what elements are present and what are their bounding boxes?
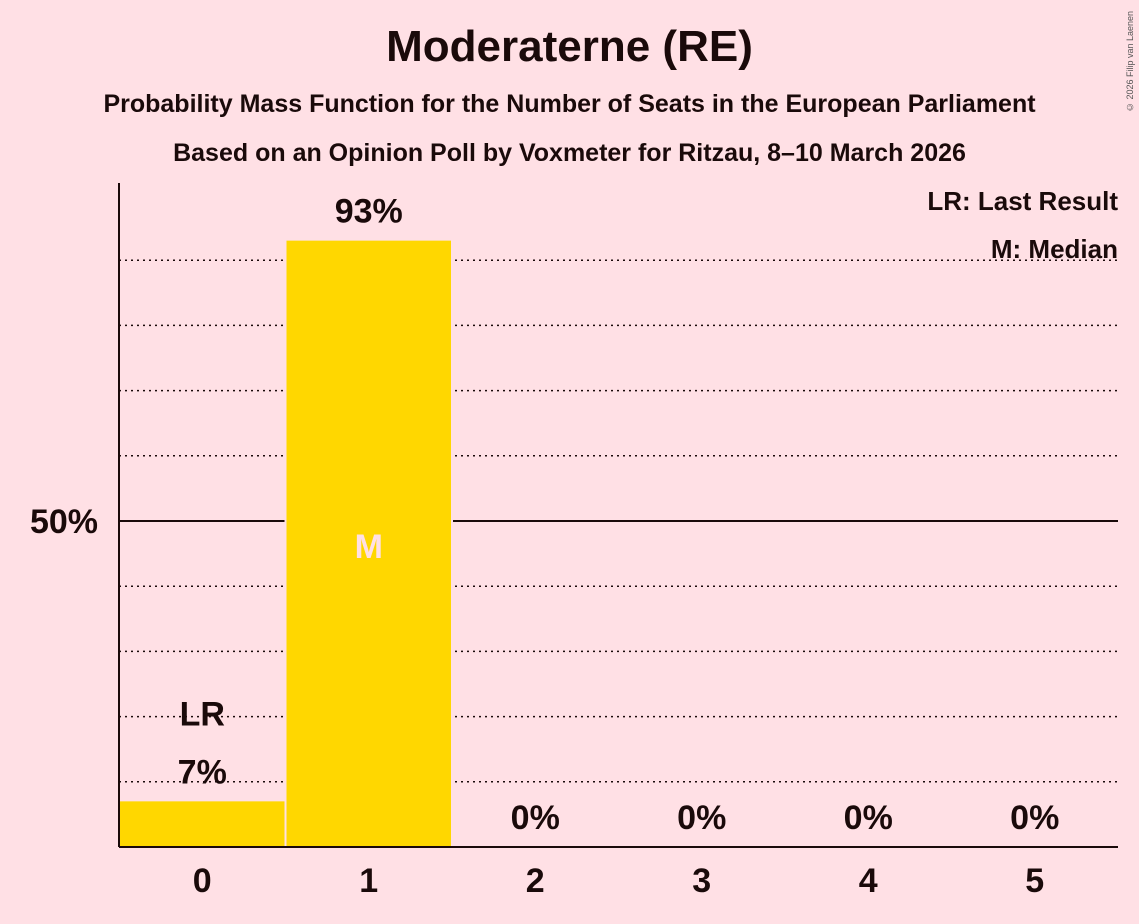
median-marker: M: [355, 528, 383, 566]
x-tick-label: 2: [526, 862, 545, 900]
last-result-marker: LR: [180, 695, 225, 733]
legend-entry: M: Median: [991, 234, 1118, 264]
chart-subtitle: Probability Mass Function for the Number…: [103, 90, 1036, 118]
bar-value-label: 93%: [335, 193, 403, 231]
bar: [286, 240, 451, 847]
bar-value-label: 0%: [844, 799, 893, 837]
legend-entry: LR: Last Result: [927, 186, 1118, 216]
x-tick-label: 3: [692, 862, 711, 900]
bar-value-label: 7%: [178, 753, 227, 791]
x-tick-label: 1: [359, 862, 378, 900]
bar: [120, 801, 285, 847]
x-tick-label: 4: [859, 862, 878, 900]
x-tick-label: 5: [1025, 862, 1044, 900]
bar-value-label: 0%: [511, 799, 560, 837]
x-tick-label: 0: [193, 862, 212, 900]
bar-value-label: 0%: [1010, 799, 1059, 837]
chart-title: Moderaterne (RE): [386, 22, 753, 71]
y-tick-label: 50%: [30, 503, 98, 541]
chart-source: Based on an Opinion Poll by Voxmeter for…: [173, 139, 966, 167]
bar-value-label: 0%: [677, 799, 726, 837]
